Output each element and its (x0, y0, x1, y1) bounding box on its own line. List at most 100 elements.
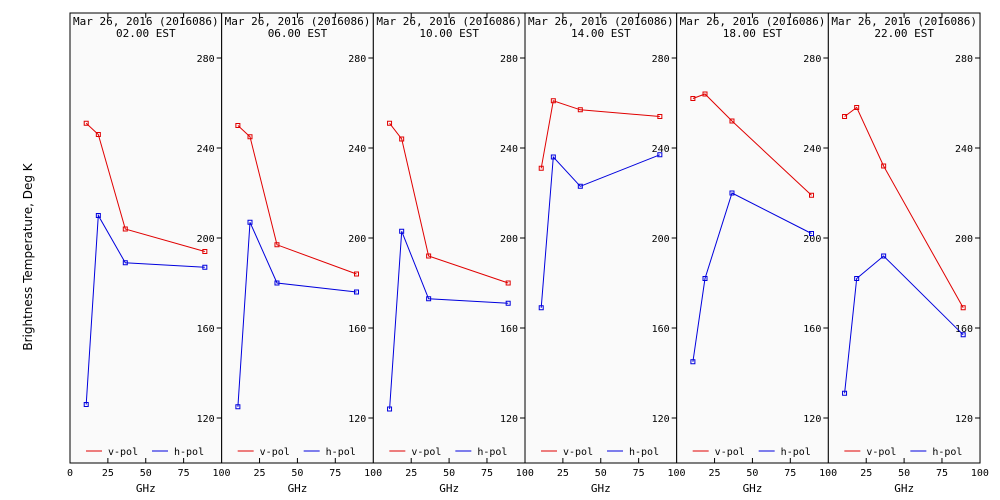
y-tick-label: 120 (197, 414, 215, 425)
data-point (235, 123, 241, 128)
panel-header: Mar 26, 2016 (2016086)06.00 EST (225, 15, 371, 40)
series-line-v-pol (540, 100, 660, 169)
y-tick-label: 200 (652, 234, 670, 245)
series-v-pol (83, 120, 208, 254)
x-tick-label: 25 (102, 468, 114, 479)
panel-header: Mar 26, 2016 (2016086)10.00 EST (376, 15, 522, 40)
y-tick-label: 120 (500, 414, 518, 425)
series-line-v-pol (692, 93, 812, 196)
x-axis-label: GHz (591, 482, 611, 495)
y-tick-label: 200 (197, 234, 215, 245)
x-tick-label: 100 (971, 468, 989, 479)
panel-date: Mar 26, 2016 (2016086) (831, 15, 977, 28)
panel-time: 18.00 EST (723, 27, 783, 40)
data-point (399, 228, 405, 234)
y-tick-label: 240 (348, 144, 366, 155)
data-point (550, 98, 556, 104)
y-tick-label: 200 (955, 234, 973, 245)
data-point (842, 114, 848, 119)
series-line-v-pol (237, 125, 357, 275)
x-tick-label: 25 (860, 468, 872, 479)
data-point (550, 154, 556, 160)
data-point (387, 120, 393, 126)
series-h-pol (387, 228, 511, 412)
data-point (809, 231, 815, 236)
series-line-h-pol (540, 154, 660, 308)
y-tick-label: 240 (652, 144, 670, 155)
y-tick-label: 240 (500, 144, 518, 155)
data-point (399, 136, 405, 142)
panel-header: Mar 26, 2016 (2016086)02.00 EST (73, 15, 219, 40)
series-v-pol (235, 123, 360, 277)
panel-date: Mar 26, 2016 (2016086) (680, 15, 826, 28)
data-point (854, 276, 860, 281)
data-point (95, 213, 101, 218)
y-tick-label: 200 (348, 234, 366, 245)
data-point (690, 359, 696, 365)
data-point (274, 242, 280, 248)
y-tick-label: 120 (955, 414, 973, 425)
x-tick-label: 75 (481, 468, 493, 479)
panel-6: Mar 26, 2016 (2016086)22.00 EST 120 160 200… (827, 12, 989, 495)
data-point (657, 152, 663, 158)
data-point (854, 105, 860, 110)
data-point (960, 305, 966, 311)
legend-label-h-pol: h-pol (629, 447, 659, 458)
series-v-pol (690, 91, 815, 198)
panel-time: 22.00 EST (874, 27, 934, 40)
y-tick-label: 120 (803, 414, 821, 425)
panel-4: Mar 26, 2016 (2016086)14.00 EST 120 160 200… (524, 12, 686, 495)
panel-date: Mar 26, 2016 (2016086) (225, 15, 371, 28)
series-line-h-pol (85, 213, 205, 405)
panel-frame (827, 12, 981, 464)
data-point (577, 183, 583, 189)
legend-label-v-pol: v-pol (715, 447, 745, 458)
y-tick-label: 280 (652, 54, 670, 65)
legend-label-h-pol: h-pol (477, 447, 507, 458)
data-point (702, 276, 708, 281)
y-tick-label: 120 (652, 414, 670, 425)
series-v-pol (538, 98, 663, 171)
x-tick-label: 0 (67, 468, 73, 479)
panel-time: 06.00 EST (268, 27, 328, 40)
series-h-pol (690, 190, 815, 365)
data-point (122, 226, 128, 232)
series-h-pol (235, 219, 360, 410)
data-point (235, 404, 241, 410)
x-tick-label: 100 (516, 468, 534, 479)
series-h-pol (83, 213, 208, 407)
data-point (881, 253, 887, 259)
x-tick-label: 75 (329, 468, 341, 479)
x-tick-label: 50 (898, 468, 910, 479)
x-tick-label: 25 (709, 468, 721, 479)
series-v-pol (387, 120, 511, 286)
x-axis-label: GHz (439, 482, 459, 495)
series-line-h-pol (692, 192, 812, 362)
data-point (538, 165, 544, 171)
y-tick-label: 160 (652, 324, 670, 335)
x-tick-label: 25 (254, 468, 266, 479)
legend: v-pol h-pol (237, 447, 356, 458)
legend-label-h-pol: h-pol (326, 447, 356, 458)
panel-time: 02.00 EST (116, 27, 176, 40)
data-point (95, 132, 101, 137)
panel-time: 10.00 EST (419, 27, 479, 40)
y-tick-label: 200 (500, 234, 518, 245)
x-tick-label: 50 (746, 468, 758, 479)
x-tick-label: 75 (936, 468, 948, 479)
y-tick-label: 280 (197, 54, 215, 65)
panel-time: 14.00 EST (571, 27, 631, 40)
data-point (881, 163, 887, 169)
panel-5: Mar 26, 2016 (2016086)18.00 EST 120 160 200… (676, 12, 837, 495)
panel-2: Mar 26, 2016 (2016086)06.00 EST 120 160 200… (221, 12, 382, 495)
x-axis-label: GHz (288, 482, 308, 495)
data-point (387, 406, 393, 412)
series-v-pol (842, 105, 966, 311)
x-axis-label: GHz (894, 482, 914, 495)
data-point (354, 289, 360, 295)
legend: v-pol h-pol (844, 447, 962, 458)
legend-label-v-pol: v-pol (260, 447, 290, 458)
panel-frame (372, 12, 526, 464)
data-point (577, 107, 583, 113)
